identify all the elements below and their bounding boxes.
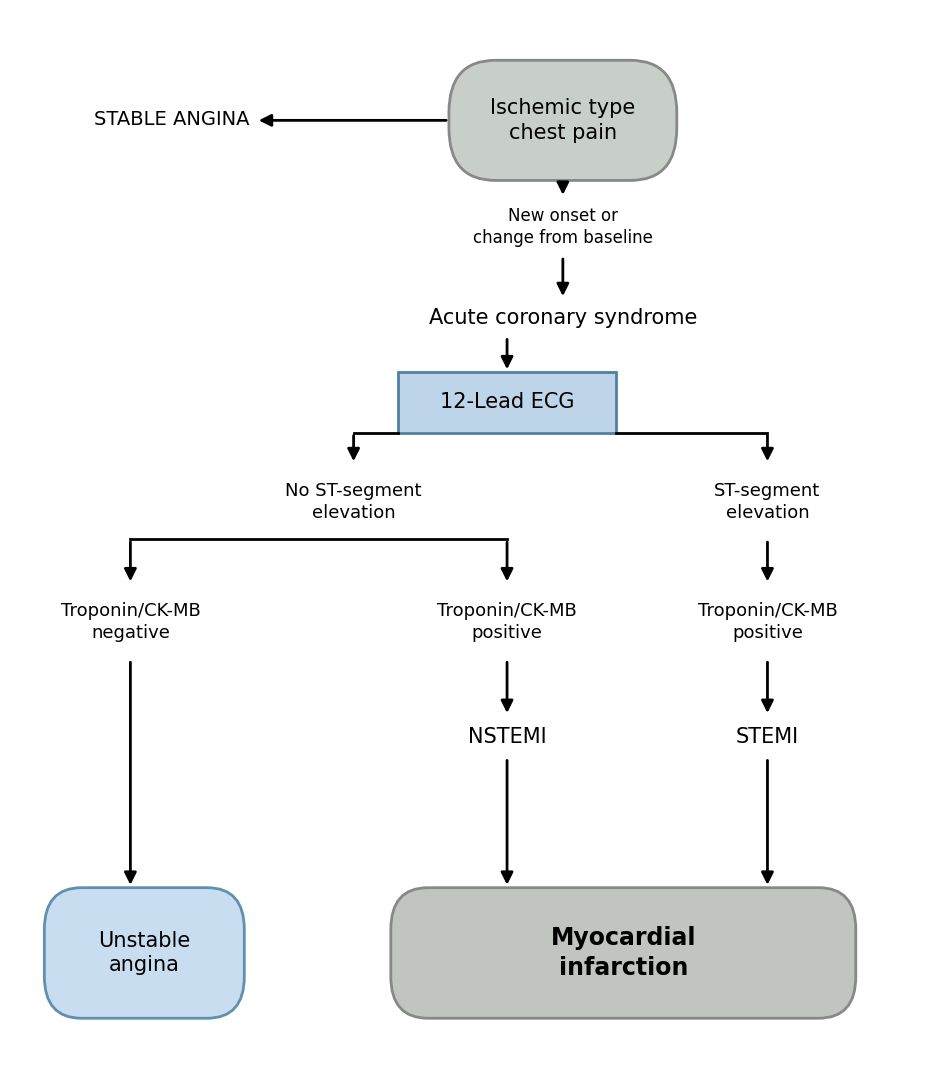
Text: STEMI: STEMI (735, 727, 799, 746)
FancyBboxPatch shape (398, 372, 616, 433)
FancyBboxPatch shape (449, 61, 677, 180)
Text: Acute coronary syndrome: Acute coronary syndrome (429, 308, 697, 328)
Text: Myocardial
infarction: Myocardial infarction (550, 926, 696, 980)
Text: Troponin/CK-MB
negative: Troponin/CK-MB negative (61, 601, 200, 642)
Text: New onset or
change from baseline: New onset or change from baseline (473, 207, 653, 247)
Text: Ischemic type
chest pain: Ischemic type chest pain (491, 98, 636, 143)
Text: ST-segment
elevation: ST-segment elevation (715, 482, 821, 521)
Text: Troponin/CK-MB
positive: Troponin/CK-MB positive (437, 601, 577, 642)
FancyBboxPatch shape (391, 888, 856, 1018)
Text: No ST-segment
elevation: No ST-segment elevation (286, 482, 422, 521)
Text: 12-Lead ECG: 12-Lead ECG (439, 392, 574, 413)
Text: STABLE ANGINA: STABLE ANGINA (95, 110, 250, 129)
Text: Troponin/CK-MB
positive: Troponin/CK-MB positive (698, 601, 837, 642)
FancyBboxPatch shape (45, 888, 244, 1018)
Text: Unstable
angina: Unstable angina (98, 931, 191, 975)
Text: NSTEMI: NSTEMI (468, 727, 547, 746)
